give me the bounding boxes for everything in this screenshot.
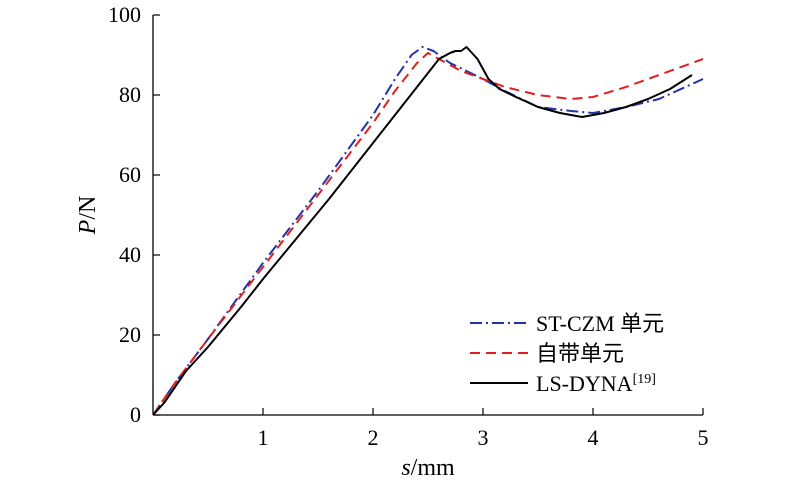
- y-tick-label: 40: [119, 242, 141, 267]
- legend-label-ls-dyna: LS-DYNA[19]: [536, 371, 656, 396]
- y-axis-label: P/N: [75, 196, 101, 236]
- x-tick-label: 3: [478, 425, 489, 450]
- series-line-0: [152, 46, 704, 416]
- y-tick-label: 100: [108, 2, 141, 27]
- y-axis-label-unit: /N: [75, 196, 101, 220]
- y-tick-label: 60: [119, 162, 141, 187]
- x-axis-label: s/mm: [401, 455, 455, 481]
- axes: [152, 15, 703, 416]
- y-axis-label-var: P: [75, 219, 101, 235]
- x-axis-label-unit: /mm: [411, 455, 455, 481]
- series: [152, 46, 704, 416]
- legend-label-ls-dyna-name: LS-DYNA: [536, 371, 633, 396]
- x-tick-label: 1: [258, 425, 269, 450]
- x-tick-label: 4: [588, 425, 599, 450]
- legend-label-builtin: 自带单元: [536, 341, 624, 366]
- ticks: 0 20 40 60 80 100 1 2 3 4 5: [108, 2, 709, 450]
- y-tick-label: 20: [119, 322, 141, 347]
- y-tick-label: 0: [130, 402, 141, 427]
- x-tick-label: 2: [368, 425, 379, 450]
- legend-label-ls-dyna-ref: [19]: [633, 372, 656, 387]
- y-tick-label: 80: [119, 82, 141, 107]
- x-tick-label: 5: [698, 425, 709, 450]
- x-axis-label-var: s: [401, 455, 410, 481]
- series-line-2: [152, 46, 693, 416]
- legend: ST-CZM 单元 自带单元 LS-DYNA[19]: [470, 311, 664, 396]
- legend-label-st-czm: ST-CZM 单元: [536, 311, 664, 336]
